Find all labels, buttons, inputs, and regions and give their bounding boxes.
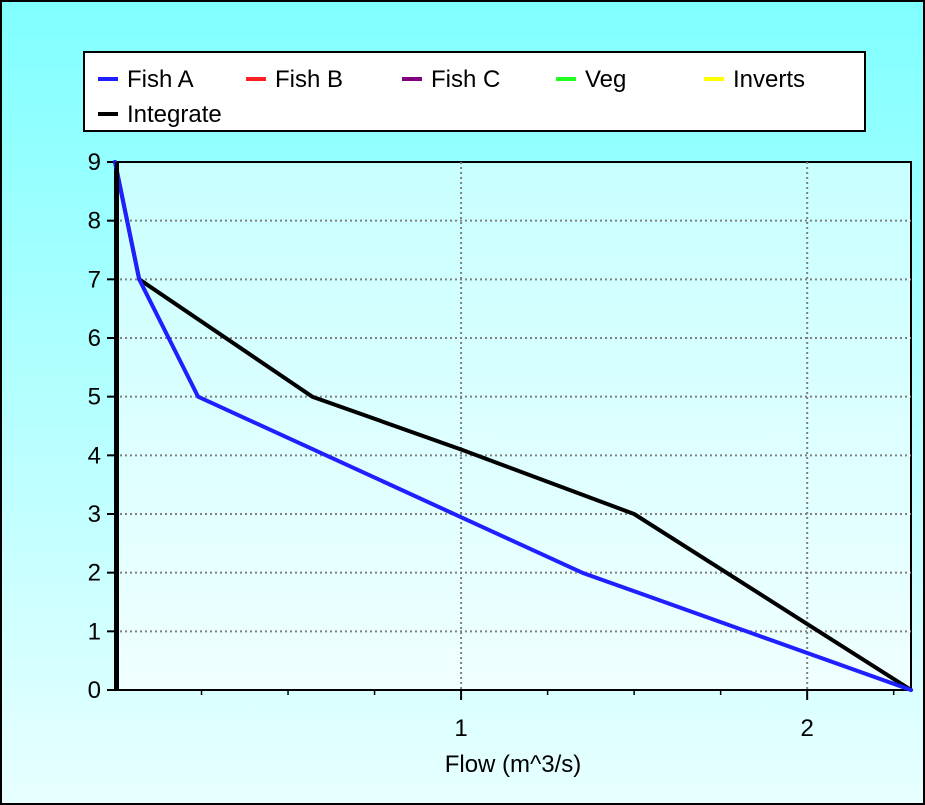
gridlines bbox=[115, 162, 911, 690]
x-tick-label: 2 bbox=[800, 715, 813, 742]
legend-label: Inverts bbox=[733, 66, 805, 93]
x-tick-label: 1 bbox=[454, 715, 467, 742]
legend-label: Veg bbox=[585, 66, 626, 93]
y-tick-label: 6 bbox=[88, 325, 101, 352]
y-tick-label: 7 bbox=[88, 266, 101, 293]
legend: Fish A Fish B Fish C Veg Inverts Integrate bbox=[98, 66, 805, 128]
y-tick-label: 9 bbox=[88, 149, 101, 176]
x-axis-title: Flow (m^3/s) bbox=[445, 751, 582, 778]
series-line-fish-a bbox=[113, 160, 913, 692]
y-tick-label: 4 bbox=[88, 442, 101, 469]
axis-ticks: 0 1 2 3 4 5 6 7 8 9 1 2 bbox=[88, 149, 895, 742]
series-lines bbox=[113, 160, 913, 692]
legend-label: Fish A bbox=[127, 66, 194, 93]
legend-label: Fish C bbox=[431, 66, 500, 93]
y-tick-label: 1 bbox=[88, 618, 101, 645]
y-tick-label: 0 bbox=[88, 677, 101, 704]
legend-label: Integrate bbox=[127, 101, 222, 128]
y-tick-label: 2 bbox=[88, 560, 101, 587]
legend-label: Fish B bbox=[275, 66, 343, 93]
y-tick-label: 5 bbox=[88, 384, 101, 411]
y-tick-label: 3 bbox=[88, 501, 101, 528]
plot-area bbox=[114, 161, 912, 691]
y-tick-label: 8 bbox=[88, 208, 101, 235]
legend-box bbox=[83, 51, 866, 132]
